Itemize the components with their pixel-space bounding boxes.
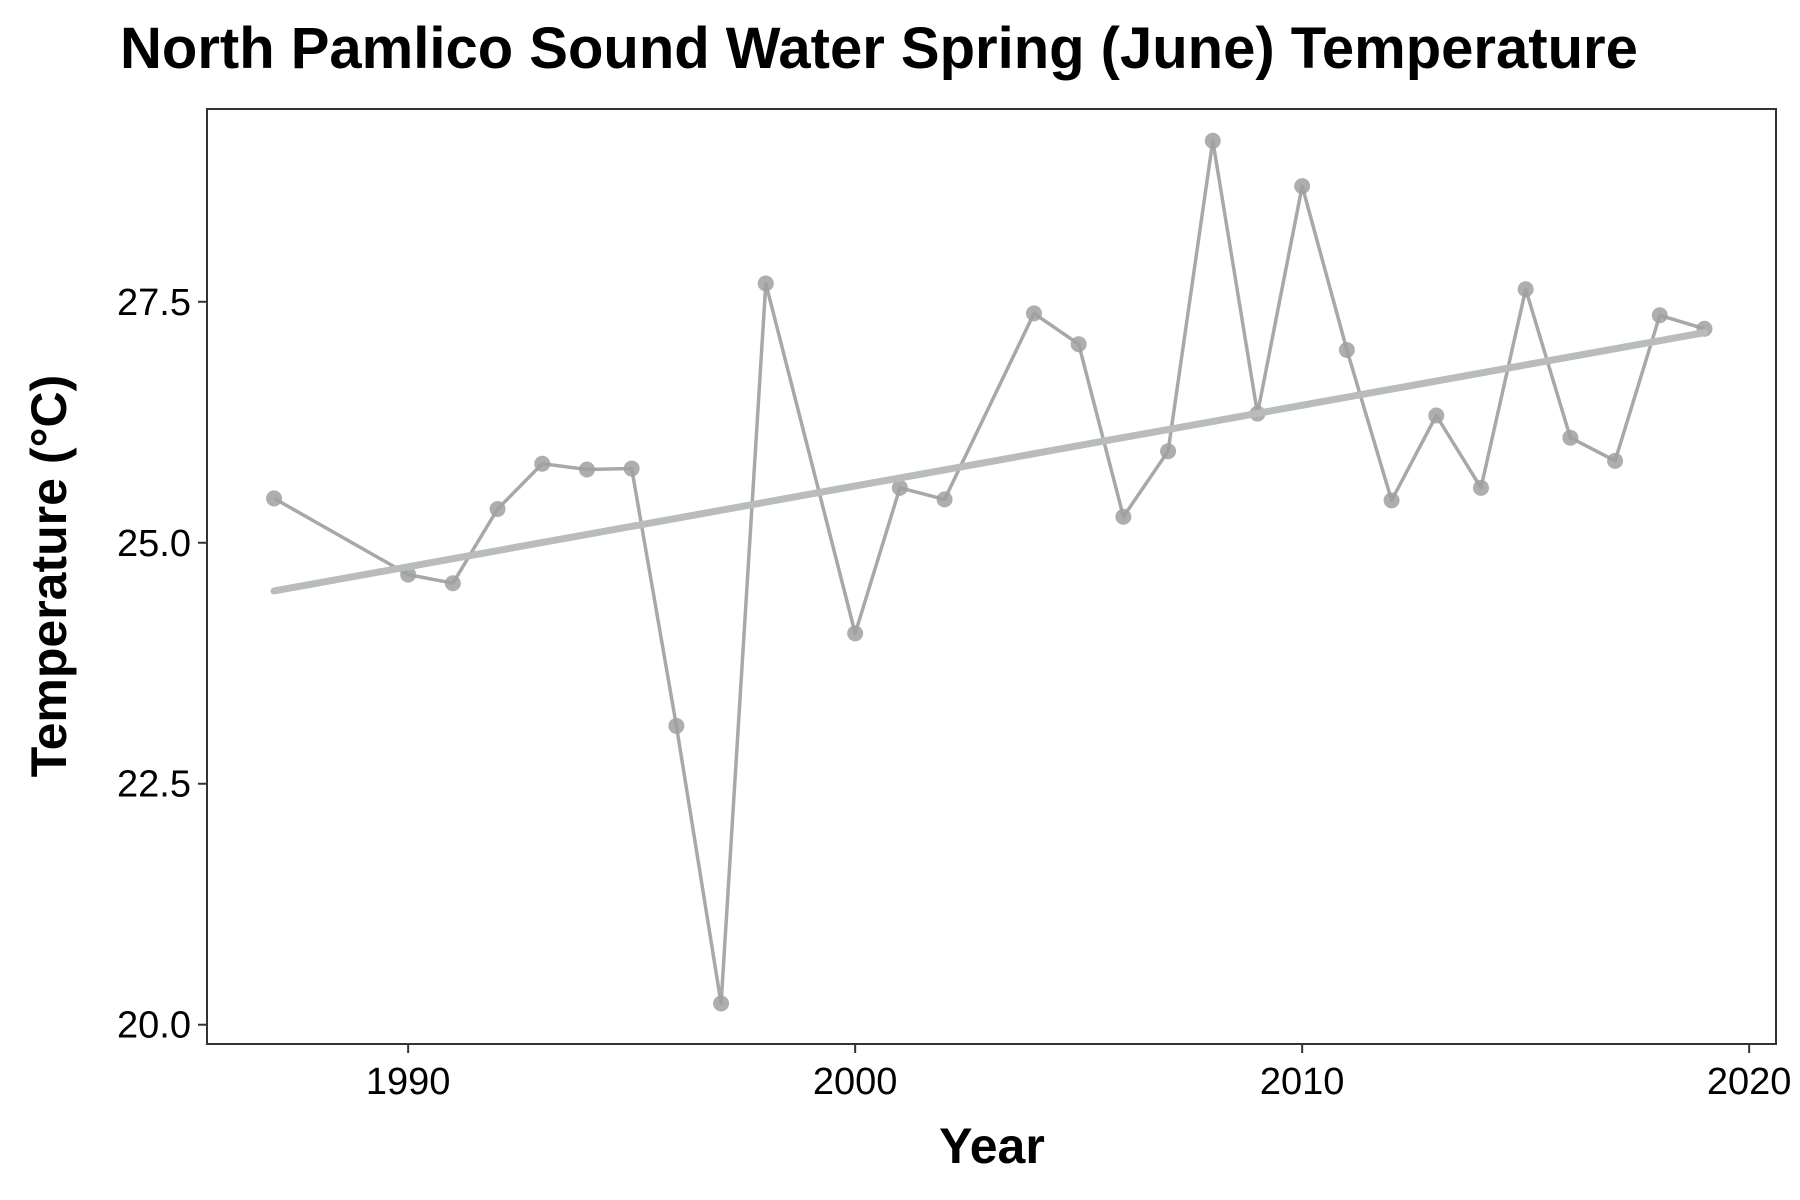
data-point: [1517, 281, 1534, 298]
data-point: [266, 490, 283, 507]
y-tick-label: 27.5: [117, 282, 191, 324]
data-point: [936, 491, 953, 508]
data-point: [757, 275, 774, 292]
x-tick-label: 2020: [1707, 1061, 1792, 1103]
data-point: [534, 455, 551, 472]
x-axis-title: Year: [939, 1118, 1045, 1174]
data-point: [713, 995, 730, 1012]
data-point: [668, 717, 685, 734]
data-point: [1070, 336, 1087, 353]
x-tick-label: 2000: [813, 1061, 898, 1103]
trend-line: [270, 329, 1708, 595]
data-point: [1294, 178, 1311, 195]
y-tick-label: 20.0: [117, 1005, 191, 1047]
data-point: [847, 625, 864, 642]
y-tick-label: 25.0: [117, 523, 191, 565]
data-point: [891, 479, 908, 496]
data-point: [1651, 307, 1668, 324]
data-point: [1472, 479, 1489, 496]
data-point: [1115, 508, 1132, 525]
data-point: [1562, 429, 1579, 446]
y-axis: 20.0 22.5 25.0 27.5: [117, 282, 207, 1047]
data-point: [444, 575, 461, 592]
chart-title: North Pamlico Sound Water Spring (June) …: [120, 16, 1638, 81]
data-point: [578, 461, 595, 478]
x-axis: 1990 2000 2010 2020: [366, 1044, 1792, 1103]
data-point: [1204, 132, 1221, 149]
data-point: [1338, 341, 1355, 358]
x-tick-label: 2010: [1260, 1061, 1345, 1103]
data-point: [1607, 452, 1624, 469]
data-point: [1160, 443, 1177, 460]
data-point: [1025, 305, 1042, 322]
plot-marks: [266, 132, 1713, 1012]
data-point: [1383, 492, 1400, 509]
y-tick-label: 22.5: [117, 764, 191, 806]
y-axis-title: Temperature (°C): [21, 375, 77, 777]
x-tick-label: 1990: [366, 1061, 451, 1103]
plot-panel: [206, 108, 1777, 1045]
data-point: [489, 501, 506, 518]
data-point: [623, 460, 640, 477]
data-point: [1428, 407, 1445, 424]
